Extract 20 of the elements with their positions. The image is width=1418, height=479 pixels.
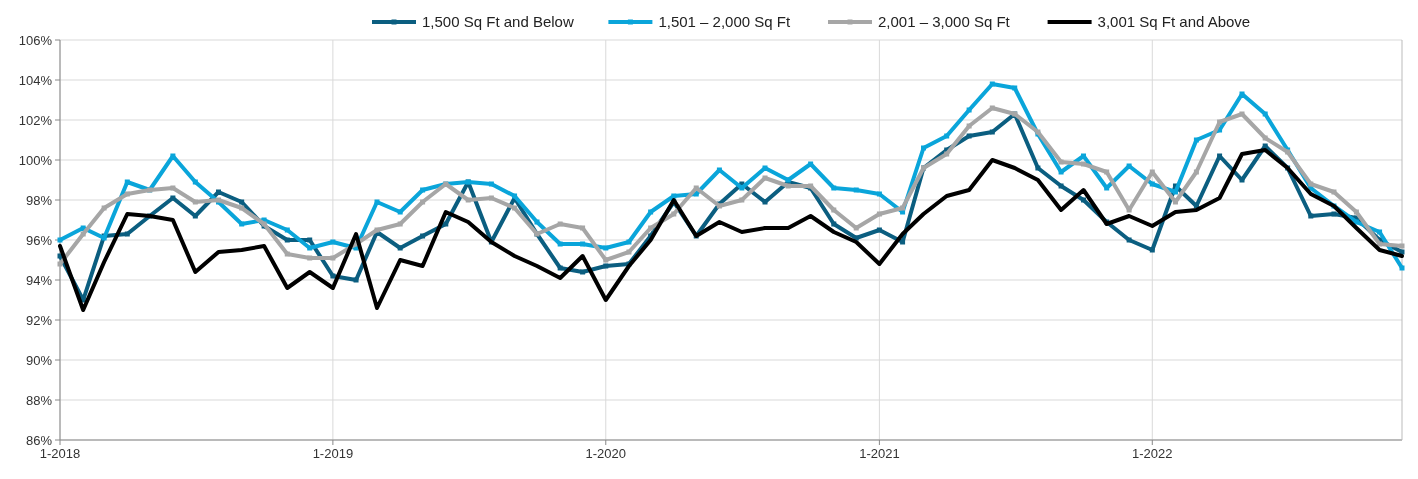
x-tick-label: 1-2021 (859, 446, 900, 461)
legend-label: 2,001 – 3,000 Sq Ft (878, 13, 1011, 31)
legend-label: 3,001 Sq Ft and Above (1097, 13, 1251, 31)
y-tick-label: 92% (25, 312, 53, 328)
y-tick-label: 98% (25, 192, 53, 208)
x-tick-label: 1-2022 (1132, 446, 1173, 461)
y-tick-label: 104% (18, 72, 53, 88)
x-tick-label: 1-2020 (585, 446, 627, 461)
y-tick-label: 88% (25, 392, 53, 408)
y-tick-label: 96% (25, 232, 53, 248)
y-tick-label: 94% (25, 272, 53, 288)
y-tick-label: 100% (18, 152, 53, 168)
legend-label: 1,500 Sq Ft and Below (422, 13, 574, 31)
y-tick-label: 86% (25, 432, 53, 448)
x-tick-label: 1-2018 (39, 446, 81, 461)
y-tick-label: 102% (18, 112, 53, 128)
y-tick-label: 106% (18, 32, 53, 48)
x-tick-label: 1-2019 (312, 446, 354, 461)
legend-label: 1,501 – 2,000 Sq Ft (658, 13, 791, 31)
y-tick-label: 90% (25, 352, 53, 368)
